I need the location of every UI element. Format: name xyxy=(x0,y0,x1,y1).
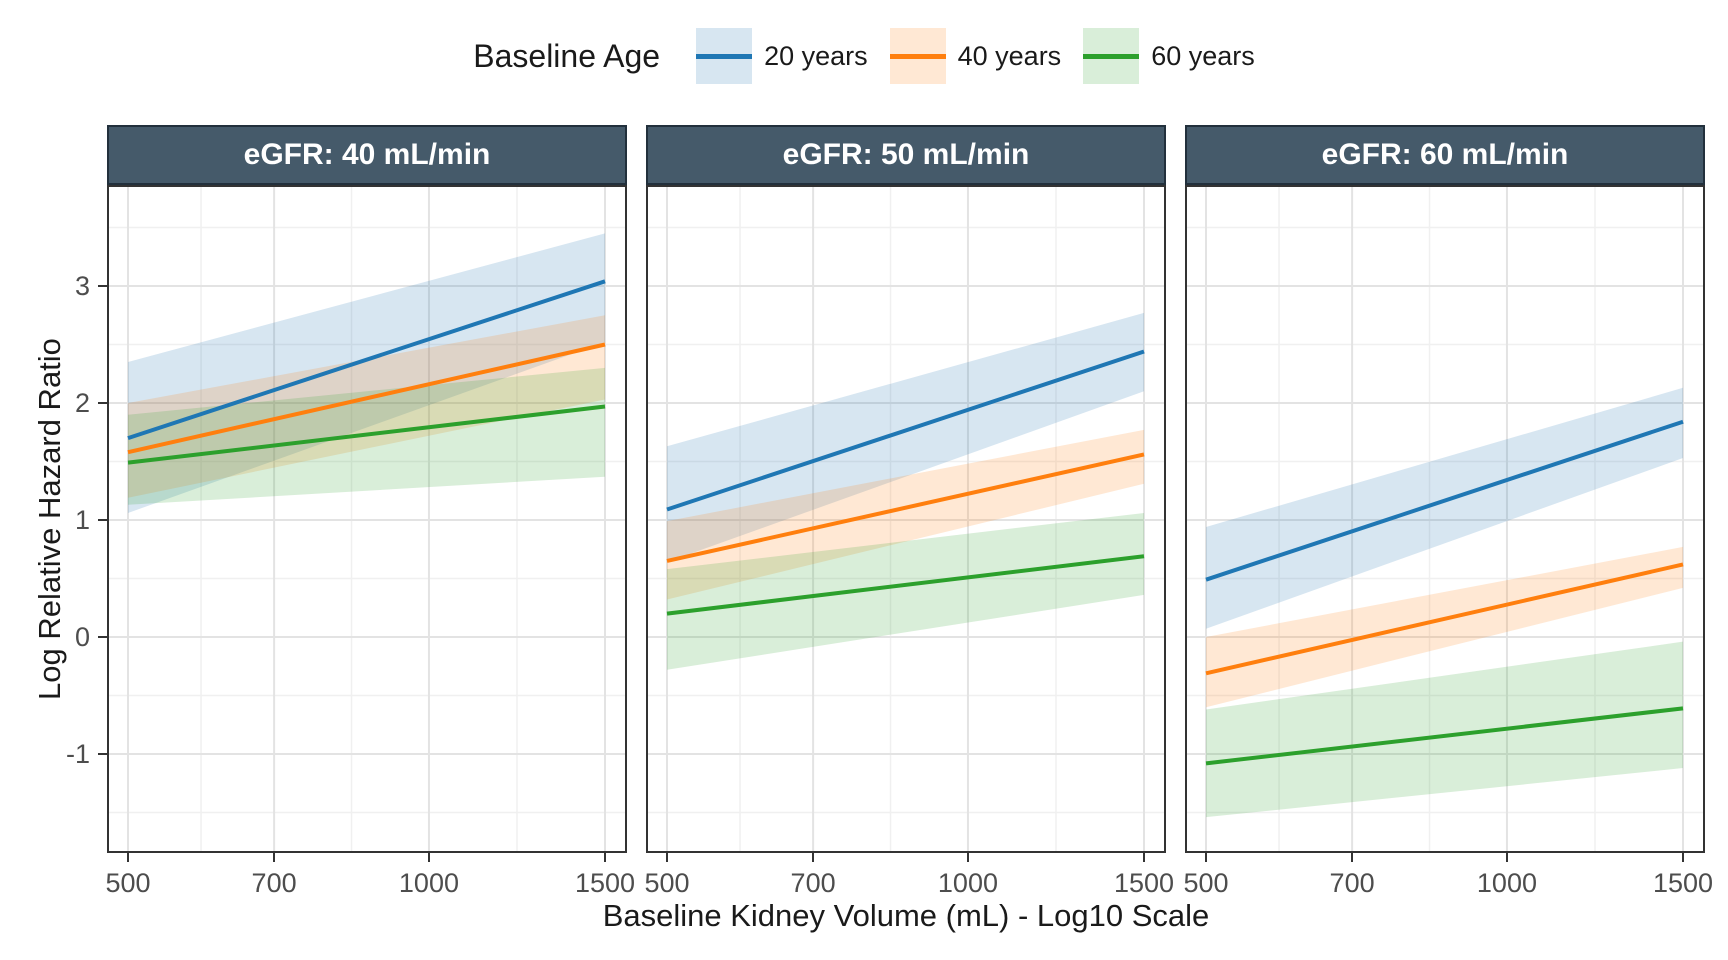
y-tick-label: 3 xyxy=(74,271,90,301)
x-tick-label: 1500 xyxy=(1652,868,1714,898)
legend-key-swatch xyxy=(1083,28,1140,84)
facet-strip-label: eGFR: 50 mL/min xyxy=(782,138,1030,171)
line-20-years xyxy=(1205,419,1684,582)
legend-key-line-icon xyxy=(889,53,946,59)
line-40-years xyxy=(1205,562,1684,676)
x-tick-label: 700 xyxy=(790,868,836,898)
x-tick-label: 500 xyxy=(1183,868,1229,898)
legend: Baseline Age 20 years 40 years 60 years xyxy=(0,26,1728,86)
x-tick-label: 1500 xyxy=(1113,868,1175,898)
x-axis-title: Baseline Kidney Volume (mL) - Log10 Scal… xyxy=(602,898,1210,933)
x-tick-mark xyxy=(127,853,129,862)
x-tick-label: 700 xyxy=(1329,868,1375,898)
legend-item-label: 40 years xyxy=(957,40,1062,71)
x-tick-label: 700 xyxy=(251,868,297,898)
line-20-years xyxy=(666,349,1145,512)
legend-key-line-icon xyxy=(696,53,753,59)
x-tick-mark xyxy=(273,853,276,862)
ribbon-60-years xyxy=(1206,641,1683,818)
y-tick-mark xyxy=(98,519,107,521)
y-tick-label: 2 xyxy=(74,388,90,418)
facet-strip-label: eGFR: 60 mL/min xyxy=(1321,138,1569,171)
x-tick-label: 1500 xyxy=(574,868,636,898)
legend-item-label: 20 years xyxy=(764,40,868,71)
ribbon-40-years xyxy=(1206,546,1683,708)
ribbon-20-years xyxy=(667,312,1144,563)
x-tick-mark xyxy=(666,853,668,862)
line-60-years xyxy=(1205,706,1684,766)
y-tick-label: 1 xyxy=(74,505,90,535)
line-60-years xyxy=(666,554,1145,616)
legend-key-line-icon xyxy=(1083,53,1140,59)
facet-strip-3: eGFR: 60 mL/min xyxy=(1185,125,1705,185)
x-tick-mark xyxy=(427,853,430,862)
ribbon-40-years xyxy=(667,429,1144,600)
x-tick-label: 500 xyxy=(105,868,151,898)
ribbon-40-years xyxy=(128,315,605,498)
facet-strip-1: eGFR: 40 mL/min xyxy=(107,125,627,185)
y-tick-mark xyxy=(98,402,107,404)
x-tick-mark xyxy=(1351,853,1354,862)
x-tick-mark xyxy=(1205,853,1207,862)
panel-2 xyxy=(646,185,1166,853)
line-40-years xyxy=(127,342,606,455)
legend-key-swatch xyxy=(889,28,946,84)
x-tick-mark xyxy=(604,853,606,862)
x-tick-mark xyxy=(966,853,969,862)
x-tick-label: 1000 xyxy=(398,868,459,898)
legend-item-40-years: 40 years xyxy=(889,28,1062,84)
legend-item-20-years: 20 years xyxy=(696,28,868,84)
y-tick-mark xyxy=(98,285,107,287)
x-tick-mark xyxy=(812,853,815,862)
facet-strip-2: eGFR: 50 mL/min xyxy=(646,125,1166,185)
x-tick-label: 1000 xyxy=(937,868,998,898)
panel-3 xyxy=(1185,185,1705,853)
legend-title: Baseline Age xyxy=(473,37,661,74)
ribbon-60-years xyxy=(667,512,1144,670)
legend-key-swatch xyxy=(696,28,753,84)
panel-1 xyxy=(107,185,627,853)
line-60-years xyxy=(127,404,606,465)
ribbon-20-years xyxy=(128,233,605,513)
x-tick-mark xyxy=(1143,853,1145,862)
line-20-years xyxy=(127,279,606,441)
legend-item-60-years: 60 years xyxy=(1083,28,1255,84)
y-tick-mark xyxy=(98,636,107,638)
ribbon-20-years xyxy=(1206,387,1683,629)
y-tick-label: 0 xyxy=(74,622,90,652)
y-tick-mark xyxy=(98,753,107,755)
x-tick-mark xyxy=(1505,853,1508,862)
x-tick-label: 500 xyxy=(644,868,690,898)
facet-strip-label: eGFR: 40 mL/min xyxy=(243,138,491,171)
legend-item-label: 60 years xyxy=(1151,40,1255,71)
line-40-years xyxy=(666,452,1145,563)
y-tick-label: -1 xyxy=(65,739,90,769)
x-tick-label: 1000 xyxy=(1476,868,1537,898)
x-tick-mark xyxy=(1682,853,1684,862)
